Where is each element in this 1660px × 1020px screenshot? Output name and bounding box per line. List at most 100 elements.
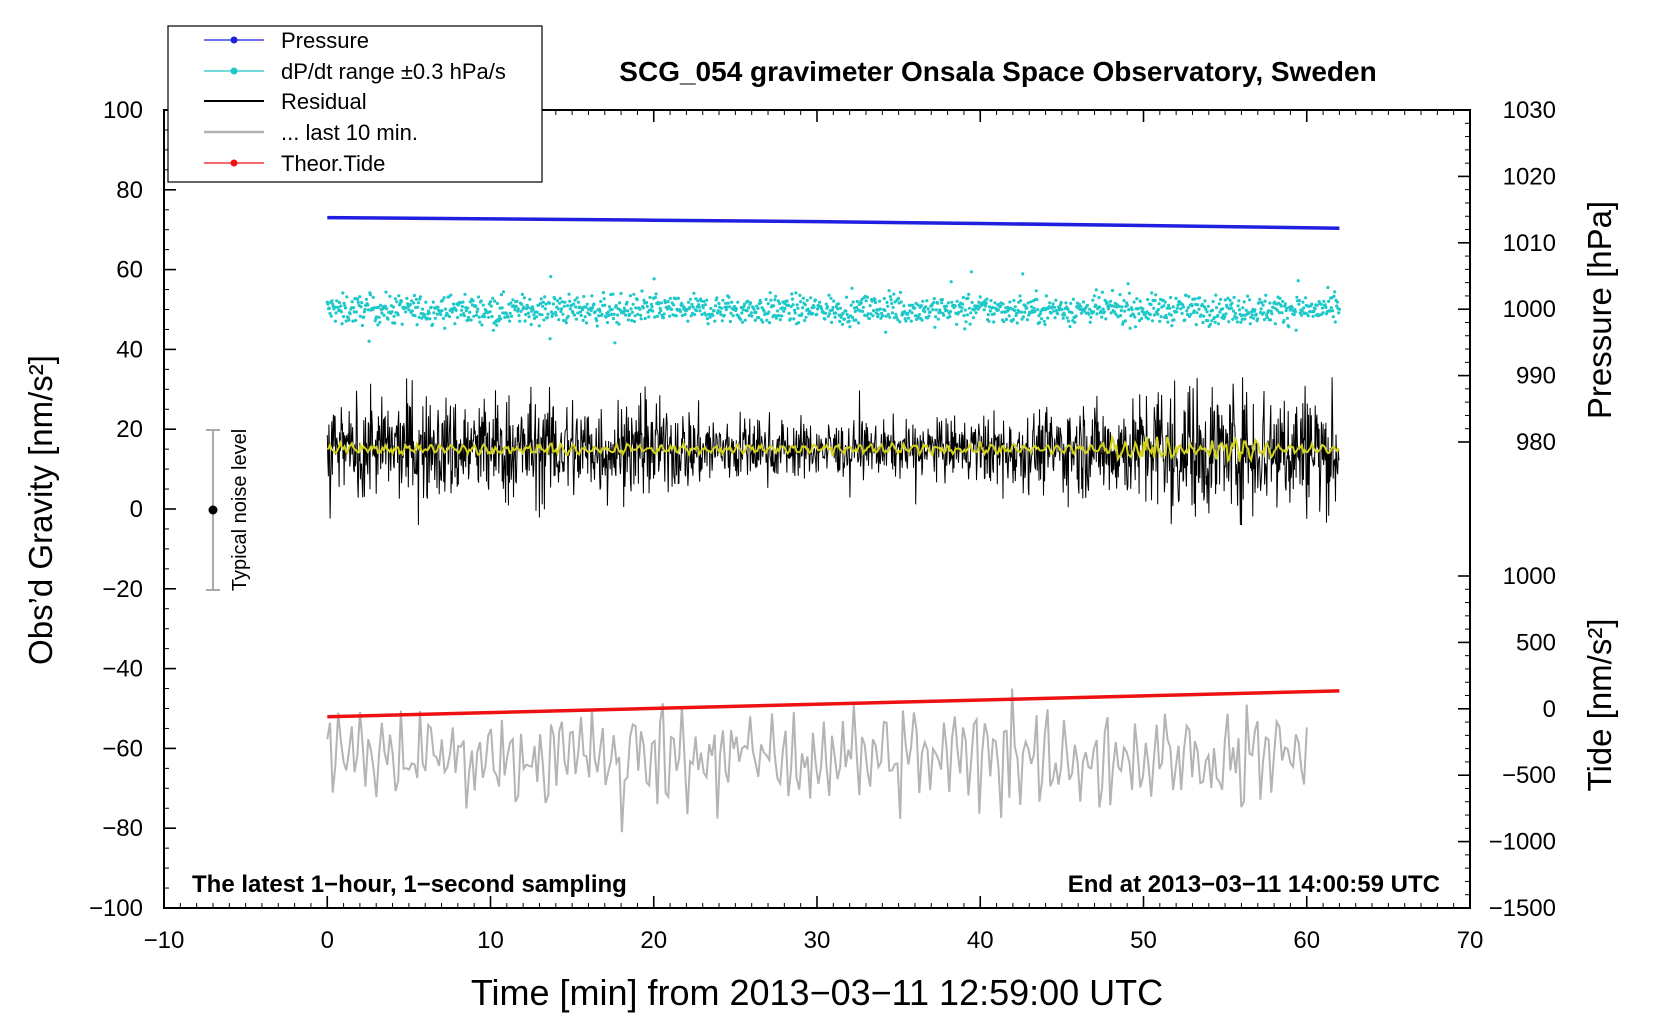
dpdt-point xyxy=(575,296,579,300)
dpdt-point xyxy=(928,310,932,314)
dpdt-point xyxy=(931,308,935,312)
dpdt-point xyxy=(519,309,523,313)
dpdt-point xyxy=(371,295,375,299)
dpdt-point xyxy=(339,304,343,308)
dpdt-point xyxy=(553,310,558,315)
dpdt-point xyxy=(642,298,646,302)
dpdt-point xyxy=(584,305,588,309)
dpdt-point xyxy=(792,317,796,321)
dpdt-point xyxy=(697,305,701,309)
dpdt-point xyxy=(1201,320,1205,325)
dpdt-point xyxy=(923,310,927,314)
dpdt-point xyxy=(360,301,364,305)
dpdt-point xyxy=(1183,318,1187,322)
dpdt-point xyxy=(566,304,570,308)
dpdt-point xyxy=(841,311,845,315)
dpdt-point xyxy=(1262,317,1267,322)
dpdt-point xyxy=(762,309,766,313)
dpdt-point xyxy=(607,305,612,309)
dpdt-point xyxy=(933,325,937,329)
series-pressure xyxy=(327,215,1340,230)
dpdt-point xyxy=(769,298,773,302)
dpdt-point xyxy=(614,304,618,308)
dpdt-point xyxy=(508,319,512,323)
dpdt-point xyxy=(618,308,622,312)
y-tick-label: 40 xyxy=(116,336,143,363)
dpdt-point xyxy=(1260,300,1264,304)
dpdt-point xyxy=(529,322,533,327)
dpdt-point xyxy=(449,293,453,297)
dpdt-point xyxy=(1212,315,1217,320)
dpdt-point xyxy=(1232,295,1236,299)
dpdt-point xyxy=(626,318,631,322)
dpdt-point xyxy=(1282,318,1286,323)
dpdt-point xyxy=(853,309,857,314)
dpdt-point xyxy=(896,296,901,300)
dpdt-point xyxy=(460,304,464,309)
legend-label-last10: ... last 10 min. xyxy=(281,120,418,145)
dpdt-point xyxy=(1052,305,1057,309)
dpdt-point xyxy=(936,317,940,321)
dpdt-point xyxy=(850,286,854,290)
dpdt-point xyxy=(544,302,548,306)
dpdt-point xyxy=(372,306,377,310)
dpdt-point xyxy=(721,298,725,302)
dpdt-point xyxy=(388,294,392,298)
dpdt-point xyxy=(987,319,991,323)
dpdt-point xyxy=(1333,320,1337,324)
dpdt-point xyxy=(1013,308,1017,313)
dpdt-point xyxy=(1214,293,1218,297)
dpdt-point xyxy=(367,339,371,343)
dpdt-point xyxy=(1287,325,1291,329)
dpdt-point xyxy=(855,305,859,309)
dpdt-point xyxy=(1269,309,1273,313)
dpdt-point xyxy=(695,309,699,313)
dpdt-point xyxy=(668,314,672,318)
dpdt-point xyxy=(551,312,555,316)
dpdt-point xyxy=(1271,305,1275,309)
dpdt-point xyxy=(1150,319,1154,323)
dpdt-point xyxy=(908,309,912,313)
dpdt-point xyxy=(1296,279,1300,283)
dpdt-point xyxy=(491,328,495,332)
dpdt-point xyxy=(348,312,352,316)
dpdt-point xyxy=(1297,302,1301,306)
dpdt-point xyxy=(824,311,828,315)
dpdt-point xyxy=(1036,308,1040,312)
dpdt-point xyxy=(705,317,710,321)
dpdt-point xyxy=(1337,311,1341,315)
dpdt-point xyxy=(636,312,640,316)
dpdt-point xyxy=(838,319,842,323)
dpdt-point xyxy=(706,322,710,326)
dpdt-point xyxy=(422,313,427,317)
dpdt-point xyxy=(1208,313,1212,317)
dpdt-point xyxy=(360,323,364,328)
dpdt-point xyxy=(1205,310,1209,314)
dpdt-point xyxy=(859,301,863,305)
dpdt-point xyxy=(962,313,966,318)
dpdt-point xyxy=(1285,306,1289,310)
dpdt-point xyxy=(1216,322,1221,326)
dpdt-point xyxy=(541,304,545,308)
dpdt-point xyxy=(585,302,589,306)
dpdt-point xyxy=(640,289,644,293)
dpdt-point xyxy=(849,303,853,307)
dpdt-point xyxy=(334,311,338,315)
dpdt-point xyxy=(566,314,570,318)
dpdt-point xyxy=(625,300,629,304)
dpdt-point xyxy=(1043,322,1047,327)
dpdt-point xyxy=(1092,294,1096,298)
dpdt-point xyxy=(435,312,439,316)
dpdt-point xyxy=(638,307,642,311)
dpdt-point xyxy=(978,295,982,299)
dpdt-point xyxy=(745,309,749,313)
dpdt-point xyxy=(840,322,845,326)
dpdt-point xyxy=(776,299,780,303)
dpdt-point xyxy=(712,309,716,313)
dpdt-point xyxy=(539,297,543,301)
dpdt-point xyxy=(328,311,332,316)
dpdt-point xyxy=(1265,315,1269,319)
dpdt-point xyxy=(1162,304,1166,308)
dpdt-point xyxy=(767,310,771,314)
dpdt-point xyxy=(819,307,824,311)
